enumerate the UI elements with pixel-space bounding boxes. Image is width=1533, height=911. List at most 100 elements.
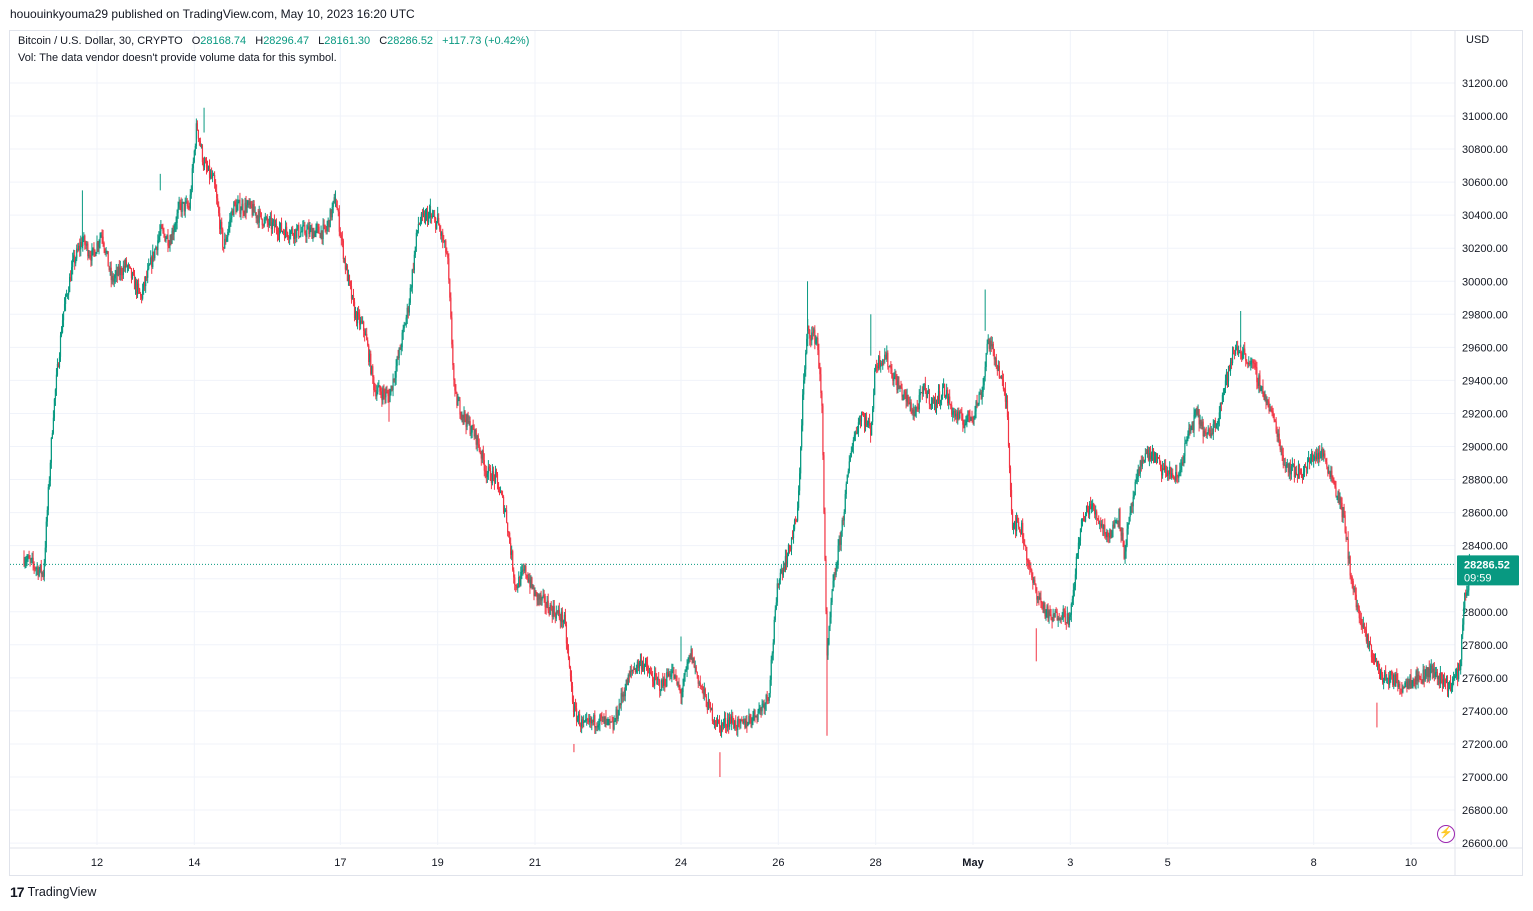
candle-body (396, 357, 398, 367)
candle-body (475, 429, 477, 445)
candle-body (349, 281, 352, 287)
candle-body (222, 229, 224, 248)
candle-body (1310, 460, 1312, 464)
candle-body (746, 721, 748, 727)
candle-body (594, 714, 596, 728)
candle-body (1179, 469, 1181, 474)
candle-body (1171, 473, 1173, 478)
candle-body (295, 229, 297, 238)
symbol-title[interactable]: Bitcoin / U.S. Dollar, 30, CRYPTO (18, 35, 183, 47)
footer-brand[interactable]: 17 TradingView (10, 884, 96, 900)
candle-body (218, 205, 220, 214)
candle-body (260, 212, 262, 219)
candle-body (46, 510, 48, 522)
candle-body (230, 217, 232, 220)
candle-body (263, 218, 265, 226)
candle-body (959, 412, 961, 419)
candle-body (813, 329, 815, 333)
candle-body (1290, 466, 1292, 475)
candle-body (279, 222, 282, 228)
candle-body (635, 668, 637, 672)
candle-body (1093, 503, 1095, 510)
currency-label[interactable]: USD (1466, 34, 1490, 46)
candle-body (1204, 430, 1206, 434)
candle-body (946, 389, 948, 397)
candle-body (873, 394, 875, 409)
candle-body (461, 414, 463, 418)
candle-body (622, 694, 624, 697)
candle-body (1391, 671, 1393, 676)
candle-body (23, 557, 25, 565)
candle-body (798, 490, 800, 508)
candle-body (292, 228, 294, 235)
candle-body (173, 229, 175, 235)
candle-body (1325, 458, 1327, 463)
candle-body (672, 670, 674, 671)
candle-body (262, 225, 264, 227)
candle-body (598, 723, 600, 726)
candle-body (34, 567, 36, 570)
candle-body (392, 378, 394, 390)
candle-body (878, 356, 880, 369)
candle-body (1340, 498, 1342, 503)
candle-body (381, 394, 383, 401)
candle-body (612, 721, 614, 730)
candle-body (1304, 465, 1307, 468)
candle-body (531, 577, 533, 588)
lightning-icon[interactable]: ⚡ (1437, 825, 1455, 843)
candle-body (710, 708, 713, 711)
candle-body (895, 375, 897, 380)
candle-body (96, 242, 98, 253)
candle-body (973, 416, 975, 419)
candle-body (395, 366, 397, 378)
candle-body (117, 266, 119, 276)
candle-body (377, 387, 379, 392)
candle-body (552, 606, 554, 617)
candle-body (441, 232, 443, 236)
candle-body (861, 414, 864, 416)
candle-body (888, 366, 890, 368)
candle-body (1217, 419, 1219, 424)
candle-body (1450, 687, 1453, 692)
candle-body (607, 719, 609, 721)
candle-body (851, 446, 853, 452)
candle-body (320, 230, 322, 238)
candle-body (1390, 671, 1392, 676)
candle-body (28, 555, 30, 559)
candle-body (274, 224, 277, 228)
candle-body (1441, 678, 1444, 685)
candle-body (275, 224, 278, 231)
candle-body (1439, 672, 1442, 684)
candle-body (700, 686, 702, 687)
candle-body (1357, 605, 1359, 610)
candle-body (201, 145, 204, 163)
candle-body (792, 529, 795, 538)
candle-body (790, 537, 793, 550)
candle-body (595, 726, 597, 728)
candle-body (788, 544, 791, 548)
candle-body (1309, 458, 1311, 464)
candle-body (1223, 388, 1226, 393)
candle-body (113, 278, 115, 282)
candle-body (758, 708, 760, 712)
candle-body (1206, 433, 1208, 435)
candle-body (419, 222, 422, 225)
candle-body (667, 672, 669, 677)
candle-body (874, 370, 876, 395)
candle-body (671, 670, 673, 676)
candle-body (413, 254, 415, 271)
candle-body (152, 251, 154, 267)
low-label: L (318, 35, 325, 47)
candle-body (1449, 682, 1452, 692)
candle-body (1245, 353, 1247, 361)
candle-body (357, 312, 360, 315)
candle-body (924, 383, 926, 392)
candle-body (386, 392, 388, 393)
candle-body (1107, 531, 1109, 537)
candle-body (1101, 524, 1103, 527)
candle-body (839, 539, 841, 545)
candle-body (1074, 574, 1077, 587)
candle-body (271, 222, 274, 230)
candle-body (1437, 676, 1439, 680)
